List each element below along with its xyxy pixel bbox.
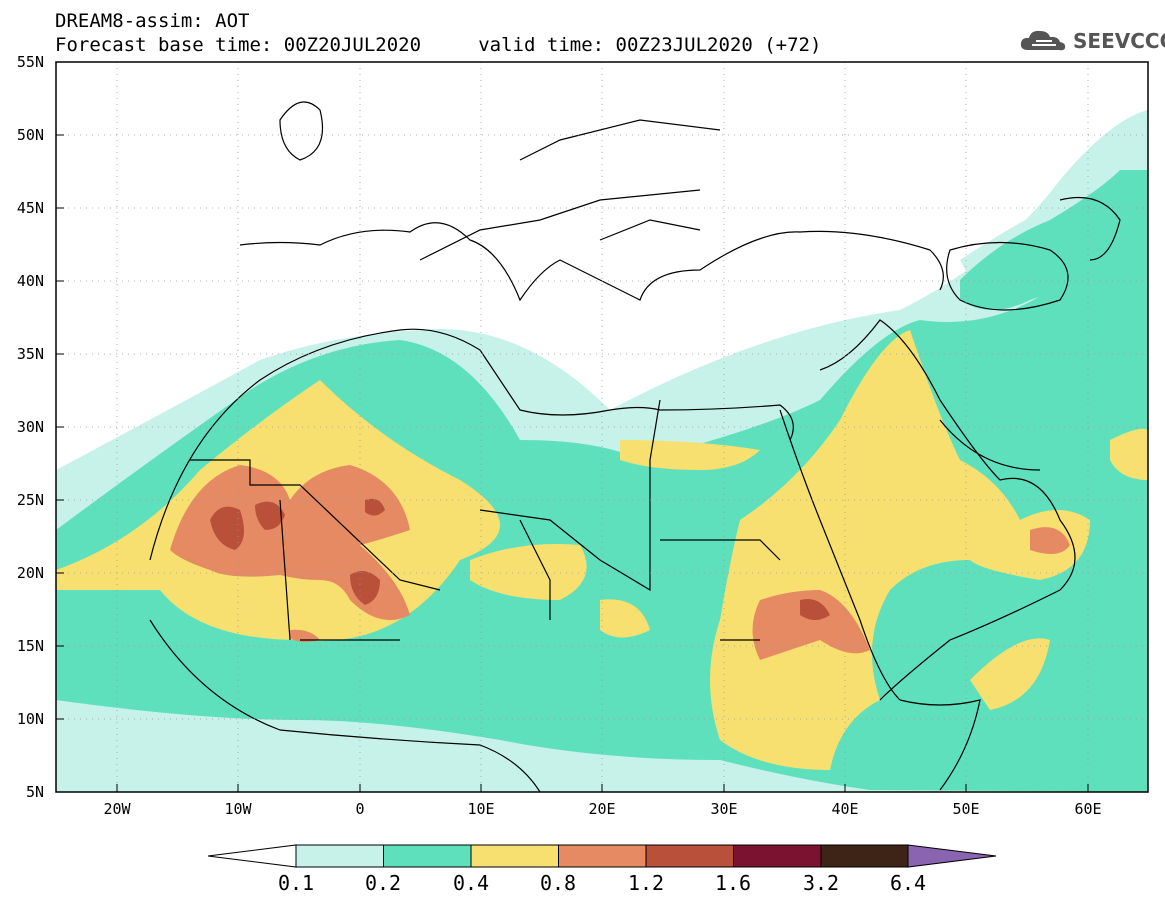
aot-band-0.8 xyxy=(170,465,410,620)
coast-north-africa xyxy=(149,328,794,561)
border-mali-algeria xyxy=(190,459,441,591)
lat-label: 50N xyxy=(16,126,44,144)
colorbar-label: 1.2 xyxy=(627,871,665,895)
coastlines xyxy=(149,101,1121,792)
aot-band-0.8b xyxy=(752,590,870,660)
colorbar-bin-0.8 xyxy=(558,844,647,868)
aot-band-1.2 xyxy=(210,506,244,550)
aot-band-0.4g xyxy=(1110,428,1148,480)
lon-label: 20W xyxy=(103,800,131,818)
aot-band-0.4b xyxy=(470,544,587,600)
lat-label: 55N xyxy=(16,53,44,71)
lat-label: 5N xyxy=(25,783,44,801)
aot-band-0.8c xyxy=(1030,527,1070,554)
map-title: DREAM8-assim: AOT xyxy=(55,10,250,32)
coast-arabia xyxy=(819,319,1076,701)
coast-caspian xyxy=(1059,196,1121,261)
lon-label: 20E xyxy=(588,800,616,818)
coast-britain xyxy=(279,101,324,161)
coast-europe xyxy=(239,222,944,302)
colorbar-label: 0.1 xyxy=(277,871,315,895)
colorbar-bin-1.2 xyxy=(645,844,734,868)
aot-band-1.2e xyxy=(800,599,830,620)
aot-band-1.2b xyxy=(255,501,285,530)
axis-ticks xyxy=(56,61,1089,792)
cloud-icon xyxy=(1020,30,1066,51)
colorbar-bin-0.4 xyxy=(470,844,559,868)
logo-text: SEEVCCC xyxy=(1073,29,1165,53)
aot-band-0.4d xyxy=(620,440,760,470)
lat-label: 15N xyxy=(16,637,44,655)
aot-band-0.8d xyxy=(290,629,320,643)
seevccc-logo: SEEVCCC xyxy=(1018,26,1165,54)
coast-persian-gulf xyxy=(939,419,1041,471)
coast-horn-africa xyxy=(899,699,981,791)
lat-label: 10N xyxy=(16,710,44,728)
colorbar xyxy=(207,844,997,868)
coast-black-sea xyxy=(946,241,1069,311)
colorbar-label: 1.6 xyxy=(714,871,752,895)
coast-red-sea xyxy=(779,409,901,701)
lat-label: 35N xyxy=(16,345,44,363)
border-lines-sahara xyxy=(279,399,781,641)
colorbar-label: 0.8 xyxy=(539,871,577,895)
lon-label: 60E xyxy=(1074,800,1102,818)
colorbar-bin-3.2 xyxy=(820,844,909,868)
colorbar-label: 6.4 xyxy=(889,871,927,895)
lat-label: 20N xyxy=(16,564,44,582)
colorbar-label: 0.2 xyxy=(364,871,402,895)
aot-band-0.4e xyxy=(710,330,1090,770)
graticule xyxy=(56,62,1148,792)
colorbar-bin-0.2 xyxy=(383,844,472,868)
aot-band-1.2d xyxy=(365,498,385,516)
border-lines-europe xyxy=(419,119,721,261)
lon-label: 10E xyxy=(467,800,495,818)
lon-label: 50E xyxy=(952,800,980,818)
colorbar-bin-1.6 xyxy=(733,844,822,868)
lat-label: 45N xyxy=(16,199,44,217)
colorbar-bin-0.1 xyxy=(295,844,384,868)
lon-label: 30E xyxy=(710,800,738,818)
lat-label: 30N xyxy=(16,418,44,436)
lon-label: 10W xyxy=(224,800,252,818)
coast-gulf-guinea xyxy=(149,619,541,792)
lon-label: 40E xyxy=(831,800,859,818)
aot-band-0.4c xyxy=(600,599,650,638)
lon-label: 0 xyxy=(355,800,365,818)
lat-label: 25N xyxy=(16,491,44,509)
forecast-time-line: Forecast base time: 00Z20JUL2020 valid t… xyxy=(55,34,822,56)
aot-band-1.2c xyxy=(350,571,380,605)
aot-band-0.2b xyxy=(960,170,1148,310)
colorbar-label: 0.4 xyxy=(452,871,490,895)
colorbar-label: 3.2 xyxy=(802,871,840,895)
aot-band-0.4f xyxy=(970,638,1050,710)
colorbar-under-arrow xyxy=(207,844,297,868)
colorbar-over-arrow xyxy=(907,844,997,868)
lat-label: 40N xyxy=(16,272,44,290)
